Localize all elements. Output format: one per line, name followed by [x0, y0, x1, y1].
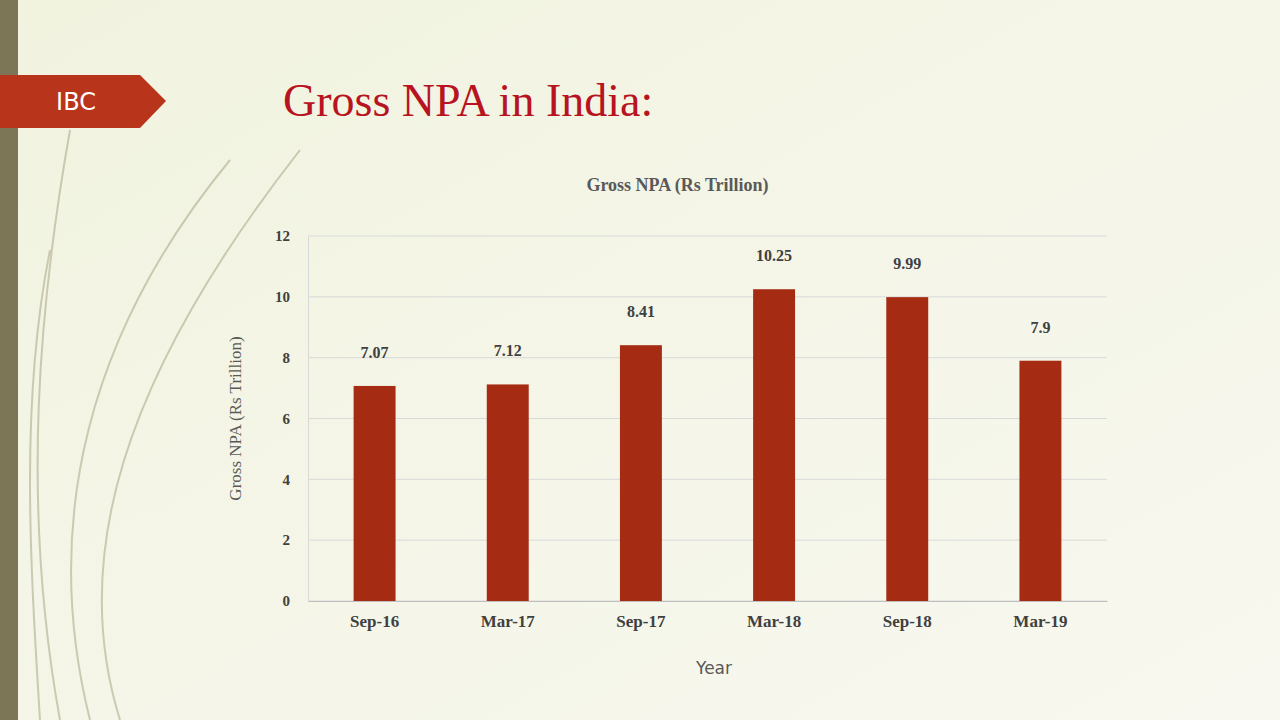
bar: [1019, 361, 1061, 601]
grid-line: [308, 479, 1107, 480]
decor-curve: [71, 160, 230, 720]
y-axis-line: [308, 237, 309, 602]
bar: [354, 386, 396, 601]
grid-line: [308, 296, 1107, 297]
y-tick-label: 6: [283, 411, 291, 427]
bar: [620, 345, 662, 601]
bar: [886, 297, 928, 601]
y-tick: 4: [283, 472, 309, 488]
data-label: 9.99: [893, 255, 921, 272]
y-tick: 10: [275, 289, 308, 305]
x-tick-label: Mar-19: [1013, 612, 1067, 631]
y-tick-label: 0: [283, 593, 291, 609]
grid: [308, 236, 1107, 601]
data-label: 8.41: [627, 303, 655, 320]
x-axis: Sep-16 Mar-17 Sep-17 Mar-18 Sep-18 Mar-19: [309, 601, 1108, 631]
y-axis: 0 2 4 6 8 10 12: [275, 228, 309, 609]
tag-text: IBC: [56, 88, 96, 116]
grid-line: [308, 357, 1107, 358]
y-tick-label: 8: [283, 350, 291, 366]
decor-curve: [38, 130, 70, 720]
bars: [354, 289, 1062, 601]
grid-line: [308, 540, 1107, 541]
decor-curve: [30, 250, 50, 720]
grid-line: [308, 418, 1107, 419]
tag-shape: [0, 75, 166, 128]
y-tick-label: 12: [275, 228, 290, 244]
x-tick-label: Sep-16: [350, 612, 399, 631]
x-axis-title: Year: [695, 658, 732, 678]
y-tick-label: 4: [283, 472, 291, 488]
x-tick-label: Mar-17: [481, 612, 536, 631]
x-tick: Mar-19: [1013, 601, 1067, 631]
y-tick: 8: [283, 350, 309, 366]
bar: [753, 289, 795, 601]
y-axis-title: Gross NPA (Rs Trillion): [226, 336, 245, 500]
slide: IBC Gross NPA in India: Gross NPA (Rs Tril…: [0, 0, 1280, 720]
x-axis-line: [309, 601, 1108, 602]
y-tick-label: 2: [283, 532, 291, 548]
background: [0, 0, 1280, 720]
y-tick: 12: [275, 228, 308, 244]
x-tick-label: Sep-18: [883, 612, 932, 631]
x-tick-label: Mar-18: [747, 612, 801, 631]
grid-line: [308, 236, 1107, 237]
y-tick-label: 10: [275, 289, 290, 305]
data-label: 7.07: [361, 344, 389, 361]
y-tick: 2: [283, 532, 309, 548]
y-tick: 0: [283, 593, 309, 609]
grid-line: [308, 601, 1107, 602]
data-label: 7.12: [494, 342, 522, 359]
slide-title: Gross NPA in India:: [283, 75, 653, 126]
data-label: 7.9: [1030, 319, 1050, 336]
x-tick: Sep-17: [616, 601, 666, 631]
decor-curve: [102, 150, 300, 720]
x-tick-label: Sep-17: [616, 612, 666, 631]
x-tick: Sep-18: [883, 601, 932, 631]
y-tick: 6: [283, 411, 309, 427]
x-tick: Sep-16: [350, 601, 399, 631]
data-labels: 7.07 7.12 8.41 10.25 9.99 7.9: [361, 247, 1051, 361]
x-tick: Mar-17: [481, 601, 536, 631]
bar: [487, 384, 529, 601]
chart-title: Gross NPA (Rs Trillion): [586, 175, 768, 196]
data-label: 10.25: [756, 247, 792, 264]
x-tick: Mar-18: [747, 601, 801, 631]
